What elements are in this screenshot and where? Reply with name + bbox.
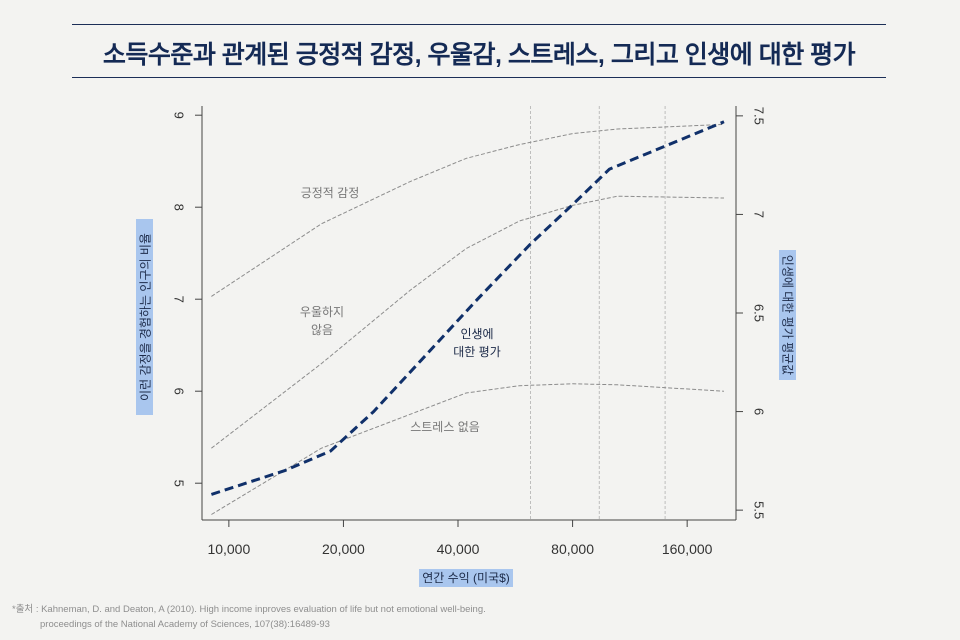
x-tick-label: 20,000 bbox=[322, 541, 365, 557]
y-left-tick-label: 6 bbox=[172, 388, 187, 395]
y-axis-right-label: 인생에 대한 평가 평균값 bbox=[779, 250, 796, 380]
series-annotation: 대한 평가 bbox=[453, 345, 501, 359]
series-annotation: 우울하지 bbox=[300, 305, 344, 319]
series-annotation: 인생에 bbox=[460, 327, 493, 341]
series-line-3 bbox=[210, 120, 725, 496]
x-axis-label: 연간 수익 (미국$) bbox=[419, 569, 513, 587]
y-right-tick-label: 7.5 bbox=[752, 107, 767, 125]
y-right-tick-label: 7 bbox=[752, 211, 767, 218]
chart-title: 소득수준과 관계된 긍정적 감정, 우울감, 스트레스, 그리고 인생에 대한 … bbox=[102, 41, 856, 69]
y-axis-left-label-text: 이런 감정을 경험하는 인구의 비율 bbox=[138, 233, 152, 401]
source-line-2: proceedings of the National Academy of S… bbox=[40, 619, 330, 630]
series-line-1 bbox=[211, 195, 725, 449]
y-right-tick-label: 6 bbox=[752, 408, 767, 415]
x-tick-label: 80,000 bbox=[551, 541, 594, 557]
series-line-0 bbox=[211, 123, 725, 297]
y-left-tick-label: 8 bbox=[172, 204, 187, 211]
y-axis-right-label-text: 인생에 대한 평가 평균값 bbox=[780, 254, 794, 376]
title-frame: 소득수준과 관계된 긍정적 감정, 우울감, 스트레스, 그리고 인생에 대한 … bbox=[72, 24, 886, 78]
series-annotation: 스트레스 없음 bbox=[410, 420, 480, 434]
source-line-1: *출처 : Kahneman, D. and Deaton, A (2010).… bbox=[12, 604, 486, 615]
x-tick-label: 160,000 bbox=[662, 541, 713, 557]
y-axis-left-label: 이런 감정을 경험하는 인구의 비율 bbox=[136, 219, 153, 415]
y-left-tick-label: 9 bbox=[172, 112, 187, 119]
series-annotation: 않음 bbox=[311, 323, 333, 337]
x-tick-label: 10,000 bbox=[207, 541, 250, 557]
y-left-tick-label: 7 bbox=[172, 296, 187, 303]
x-tick-label: 40,000 bbox=[437, 541, 480, 557]
y-right-tick-label: 5.5 bbox=[752, 501, 767, 519]
source-note: *출처 : Kahneman, D. and Deaton, A (2010).… bbox=[12, 602, 486, 632]
series-annotation: 긍정적 감정 bbox=[301, 186, 360, 200]
y-right-tick-label: 6.5 bbox=[752, 304, 767, 322]
y-left-tick-label: 5 bbox=[172, 480, 187, 487]
series-line-2 bbox=[211, 383, 725, 515]
